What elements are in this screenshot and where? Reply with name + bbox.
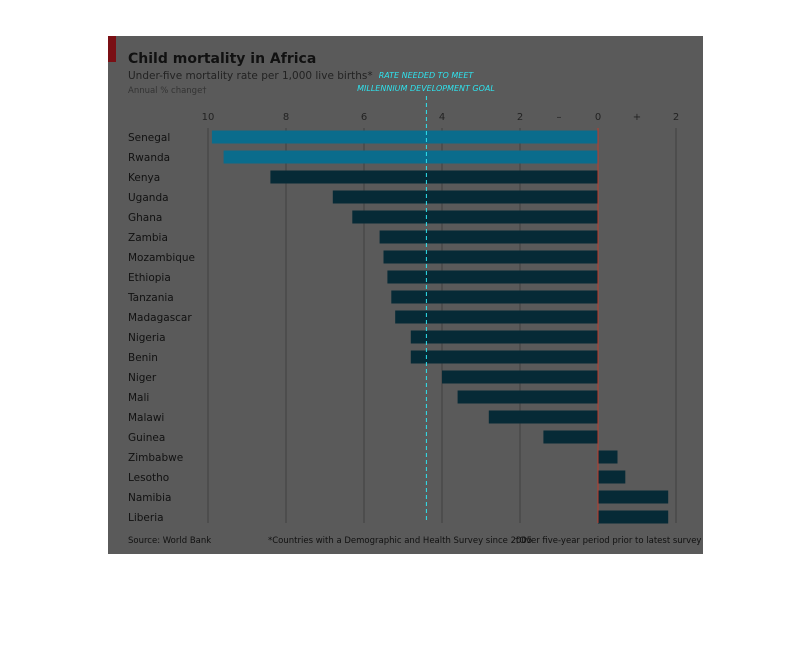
category-label: Madagascar (128, 312, 192, 324)
x-tick-label: 4 (439, 112, 445, 123)
chart-title: Child mortality in Africa (128, 51, 316, 67)
x-tick-label: 6 (361, 112, 367, 123)
source-note: Source: World Bank (128, 536, 211, 546)
category-label: Rwanda (128, 152, 170, 164)
category-label: Ghana (128, 212, 162, 224)
bar-ethiopia (387, 270, 598, 284)
category-label: Mozambique (128, 252, 195, 264)
category-label: Malawi (128, 412, 164, 424)
goal-annotation-line-1: RATE NEEDED TO MEET (379, 71, 475, 80)
unit-note: Annual % change† (128, 86, 207, 96)
bar-liberia (598, 510, 669, 524)
category-label: Mali (128, 392, 149, 404)
bar-nigeria (410, 330, 598, 344)
bar-mozambique (383, 250, 598, 264)
category-label: Zimbabwe (128, 452, 183, 464)
goal-annotation-line-2: MILLENNIUM DEVELOPMENT GOAL (357, 84, 495, 93)
footnote-1: *Countries with a Demographic and Health… (268, 536, 532, 546)
category-label: Tanzania (127, 292, 174, 304)
category-label: Namibia (128, 492, 171, 504)
bar-guinea (543, 430, 598, 444)
bar-mali (457, 390, 598, 404)
x-tick-label: 2 (673, 112, 679, 123)
bar-chart: Child mortality in Africa Under-five mor… (127, 51, 701, 546)
bar-ghana (352, 210, 598, 224)
brand-tag (108, 36, 116, 62)
x-tick-label: 2 (517, 112, 523, 123)
bar-senegal (211, 130, 598, 144)
x-tick-label: 10 (202, 112, 215, 123)
bar-zambia (379, 230, 598, 244)
footnote-2: †Over five-year period prior to latest s… (515, 536, 701, 546)
category-label: Uganda (128, 192, 169, 204)
category-label: Ethiopia (128, 272, 171, 284)
bar-uganda (332, 190, 598, 204)
bar-niger (442, 370, 598, 384)
minus-sign-label: – (557, 112, 562, 123)
bar-madagascar (395, 310, 598, 324)
x-tick-label: 8 (283, 112, 289, 123)
x-tick-label: 0 (595, 112, 601, 123)
bar-rwanda (223, 150, 598, 164)
category-label: Kenya (128, 172, 160, 184)
category-label: Liberia (128, 512, 164, 524)
chart-subtitle: Under-five mortality rate per 1,000 live… (128, 70, 373, 82)
category-label: Benin (128, 352, 158, 364)
bar-malawi (488, 410, 598, 424)
category-label: Guinea (128, 432, 165, 444)
category-label: Nigeria (128, 332, 166, 344)
bar-namibia (598, 490, 669, 504)
category-label: Lesotho (128, 472, 169, 484)
bar-lesotho (598, 470, 626, 484)
plus-sign-label: + (633, 112, 641, 123)
category-label: Zambia (128, 232, 168, 244)
bar-kenya (270, 170, 598, 184)
bar-tanzania (391, 290, 598, 304)
bar-benin (410, 350, 598, 364)
category-label: Senegal (128, 132, 170, 144)
chart-panel: Child mortality in Africa Under-five mor… (108, 36, 703, 554)
bar-zimbabwe (598, 450, 618, 464)
category-label: Niger (128, 372, 157, 384)
